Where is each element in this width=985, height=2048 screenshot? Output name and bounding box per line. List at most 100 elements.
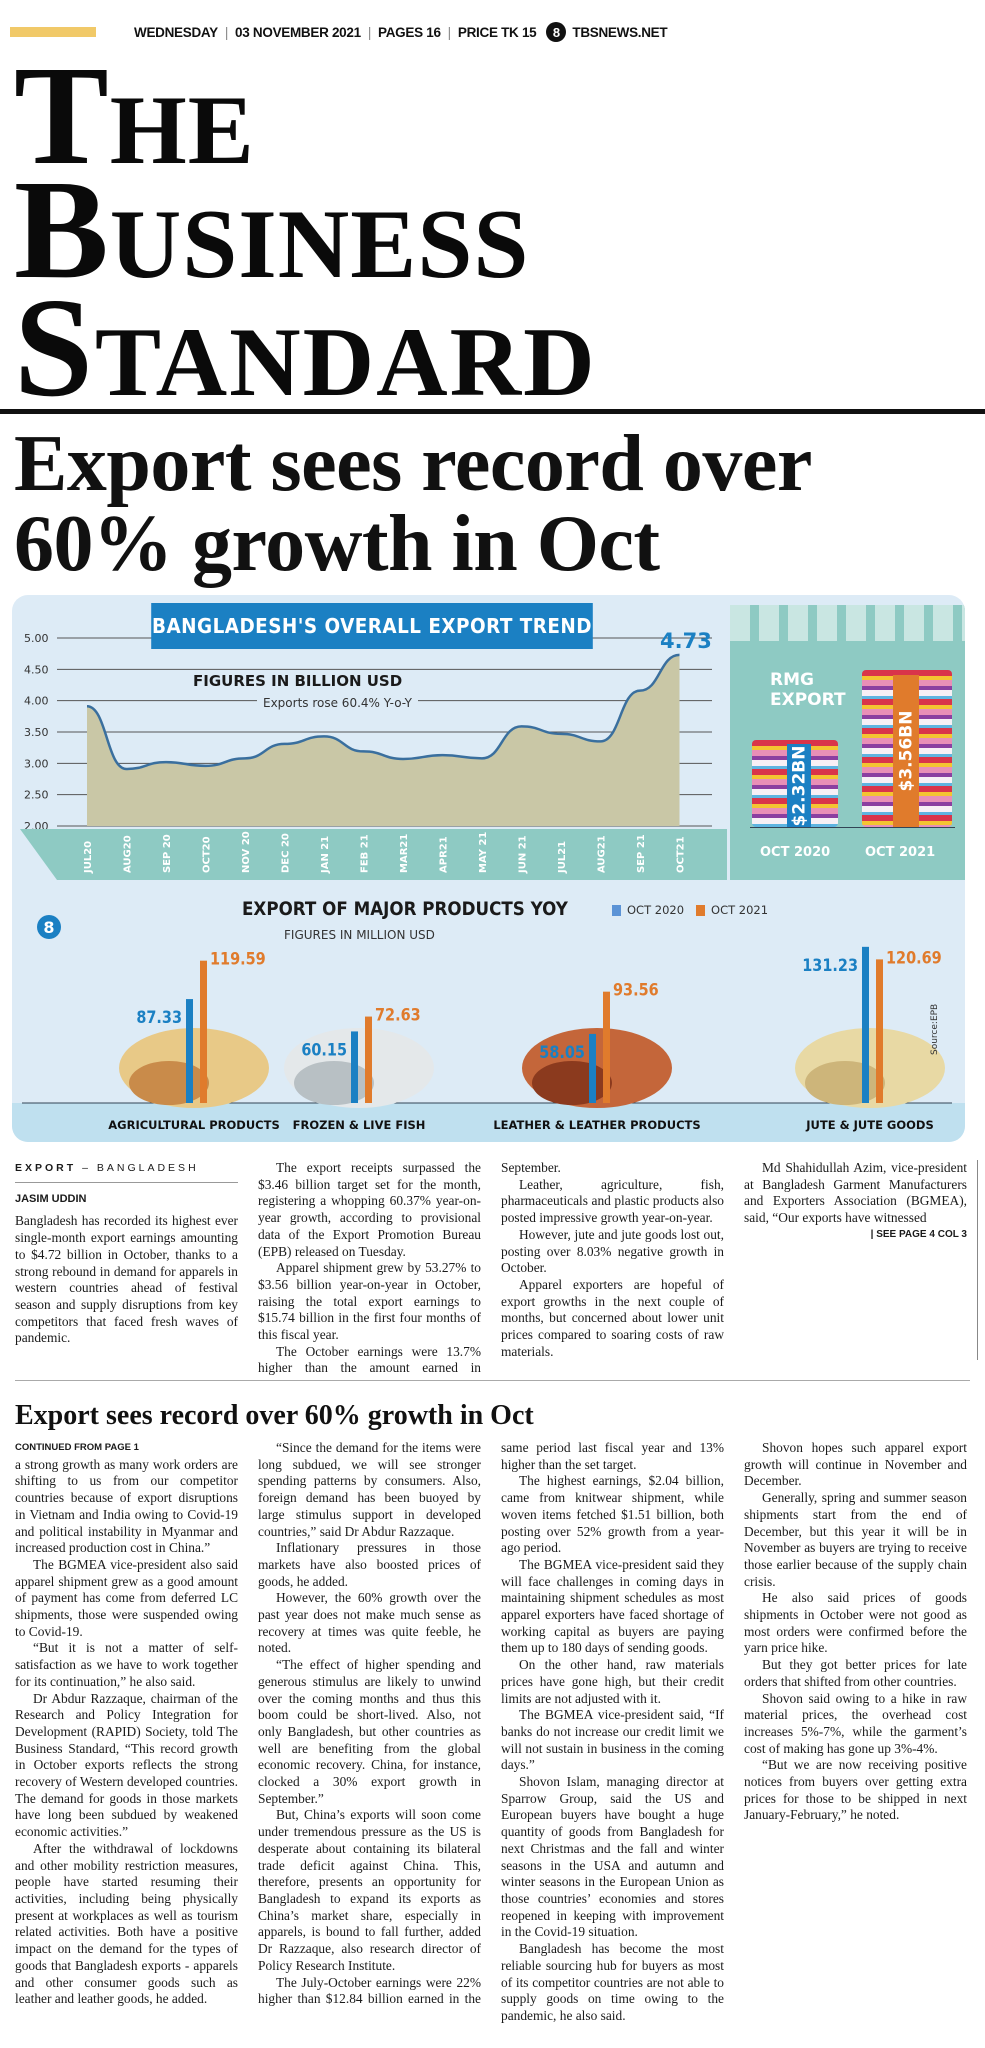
trend-annotation: Exports rose 60.4% Y-o-Y <box>257 696 419 710</box>
product-bar <box>186 999 193 1103</box>
product-bar <box>200 960 207 1103</box>
rmg-bar-2021: $3.56BN <box>893 675 919 827</box>
product-illustration <box>129 1061 209 1105</box>
x-tick-label: OCT20 <box>202 836 213 873</box>
article-paragraph: However, the 60% growth over the past ye… <box>258 1590 481 1656</box>
article-paragraph: But, China’s exports will soon come unde… <box>258 1807 481 1973</box>
headline-line-1: Export sees record over <box>14 420 812 508</box>
column-rule <box>977 1160 978 1360</box>
article-paragraph: On the other hand, raw materials prices … <box>501 1657 724 1706</box>
article-paragraph: Generally, spring and summer season ship… <box>744 1490 967 1589</box>
article-paragraph: Shovon Islam, managing director at Sparr… <box>501 1774 724 1940</box>
article-paragraph: The October earnings were 13.7% higher t… <box>258 1160 561 1376</box>
tbs-logo-icon: 8 <box>546 22 567 42</box>
rmg-baseline <box>750 827 955 828</box>
headline-line-2: 60% growth in Oct <box>14 500 660 588</box>
rmg-title: RMG EXPORT <box>770 670 846 710</box>
x-tick-label: NOV 20 <box>241 831 252 873</box>
rmg-label-2021: OCT 2021 <box>865 845 936 860</box>
bar-value-label: 131.23 <box>802 955 858 975</box>
continuation-article: CONTINUED FROM PAGE 1 a strong growth as… <box>15 1440 967 2036</box>
issue-date: 03 NOVEMBER 2021 <box>235 24 361 40</box>
website-link[interactable]: TBSNEWS.NET <box>572 24 668 40</box>
article-paragraph: The BGMEA vice-president said they will … <box>501 1556 724 1656</box>
product-bar <box>365 1016 372 1103</box>
trend-chart-subtitle: FIGURES IN BILLION USD <box>187 672 409 690</box>
article-paragraph: The export receipts surpassed the $3.46 … <box>258 1160 481 1259</box>
trend-chart-title: BANGLADESH'S OVERALL EXPORT TREND <box>151 603 593 649</box>
article-paragraph: Md Shahidullah Azim, vice-president at B… <box>744 1160 967 1226</box>
article-paragraph: But they got better prices for late orde… <box>744 1657 967 1689</box>
article-paragraph: Apparel exporters are hopeful of export … <box>501 1276 724 1359</box>
x-tick-label: OCT21 <box>676 836 687 873</box>
masthead-rule <box>0 409 985 414</box>
products-chart-subtitle: FIGURES IN MILLION USD <box>284 928 435 942</box>
category-label: LEATHER & LEATHER PRODUCTS <box>493 1118 700 1132</box>
y-tick-label: 2.50 <box>24 789 49 802</box>
article-paragraph: Apparel shipment grew by 53.27% to $3.56… <box>258 1260 481 1343</box>
article-paragraph: Bangladesh has become the most reliable … <box>501 1941 724 2023</box>
article-paragraph: “But it is not a matter of self-satisfac… <box>15 1640 238 1689</box>
article-paragraph: a strong growth as many work orders are … <box>15 1456 238 1556</box>
category-label: AGRICULTURAL PRODUCTS <box>108 1118 279 1132</box>
weekday: WEDNESDAY <box>134 24 218 40</box>
products-legend: OCT 2020 OCT 2021 <box>612 903 768 917</box>
y-tick-label: 4.00 <box>24 695 49 708</box>
category-label: FROZEN & LIVE FISH <box>293 1118 426 1132</box>
article-paragraph: After the withdrawal of lockdowns and ot… <box>15 1840 238 2007</box>
article-paragraph: “The effect of higher spending and gener… <box>258 1657 481 1806</box>
byline: JASIM UDDIN <box>15 1192 87 1205</box>
article-paragraph: Bangladesh has recorded its highest ever… <box>15 1213 238 1346</box>
x-tick-label: FEB 21 <box>360 834 371 873</box>
article-paragraph: Inflationary pressures in those markets … <box>258 1540 481 1589</box>
article-paragraph: Shovon said owing to a hike in raw mater… <box>744 1690 967 1756</box>
product-illustration <box>805 1061 885 1105</box>
product-bar <box>351 1031 358 1103</box>
article-paragraph: The BGMEA vice-president said, “If banks… <box>501 1707 724 1773</box>
see-page-jump-link[interactable]: | SEE PAGE 4 COL 3 <box>870 1228 967 1240</box>
bar-value-label: 72.63 <box>375 1004 421 1024</box>
product-bar <box>589 1033 596 1103</box>
bar-value-label: 58.05 <box>539 1042 585 1062</box>
continued-from-label: CONTINUED FROM PAGE 1 <box>15 1442 139 1453</box>
article-paragraph: Dr Abdur Razzaque, chairman of the Resea… <box>15 1690 238 1840</box>
masthead-line-3: Standard <box>14 268 597 426</box>
category-band <box>12 1103 965 1142</box>
x-tick-label: AUG21 <box>597 835 608 873</box>
product-illustration <box>294 1061 374 1105</box>
article-paragraph: The highest earnings, $2.04 billion, cam… <box>501 1473 724 1556</box>
x-tick-label: APR21 <box>439 836 450 873</box>
bar-value-label: 93.56 <box>613 980 659 1000</box>
dateline-bar: WEDNESDAY | 03 NOVEMBER 2021 | PAGES 16 | P… <box>10 22 668 42</box>
product-bar <box>876 959 883 1103</box>
products-chart-title: EXPORT OF MAJOR PRODUCTS YOY <box>242 898 568 920</box>
x-tick-label: SEP 20 <box>162 834 173 873</box>
bar-value-label: 60.15 <box>301 1039 347 1059</box>
article-paragraph: Leather, agriculture, fish, pharmaceutic… <box>501 1176 724 1226</box>
product-bar <box>862 946 869 1103</box>
section-divider <box>15 1380 970 1381</box>
rmg-label-2020: OCT 2020 <box>760 845 831 860</box>
rmg-bar-2020: $2.32BN <box>787 744 811 827</box>
article-paragraph: He also said prices of goods shipments i… <box>744 1590 967 1656</box>
legend-label-2021: OCT 2021 <box>711 903 769 917</box>
continuation-headline: Export sees record over 60% growth in Oc… <box>15 1400 534 1431</box>
page-count: PAGES 16 <box>378 24 441 40</box>
x-tick-label: DEC 20 <box>281 833 292 873</box>
product-illustration <box>532 1061 612 1105</box>
main-article: EXPORT – BANGLADESH JASIM UDDIN Banglade… <box>15 1160 967 1380</box>
rmg-decor-strip <box>730 605 965 641</box>
article-paragraph: The BGMEA vice-president also said appar… <box>15 1556 238 1639</box>
export-trend-line <box>86 653 680 771</box>
source-note: Source:EPB <box>930 1003 940 1055</box>
product-bar <box>603 991 610 1103</box>
article-paragraph: The July-October earnings were 22% highe… <box>258 1440 724 2007</box>
article-paragraph: “Since the demand for the items were lon… <box>258 1440 481 1539</box>
peak-value-label: 4.73 <box>660 629 712 653</box>
section-kicker: EXPORT – BANGLADESH <box>15 1160 238 1183</box>
bar-value-label: 87.33 <box>136 1007 182 1027</box>
y-tick-label: 5.00 <box>24 632 49 645</box>
y-tick-label: 3.00 <box>24 757 49 770</box>
legend-swatch-2021 <box>696 904 706 916</box>
legend-swatch-2020 <box>612 904 621 916</box>
